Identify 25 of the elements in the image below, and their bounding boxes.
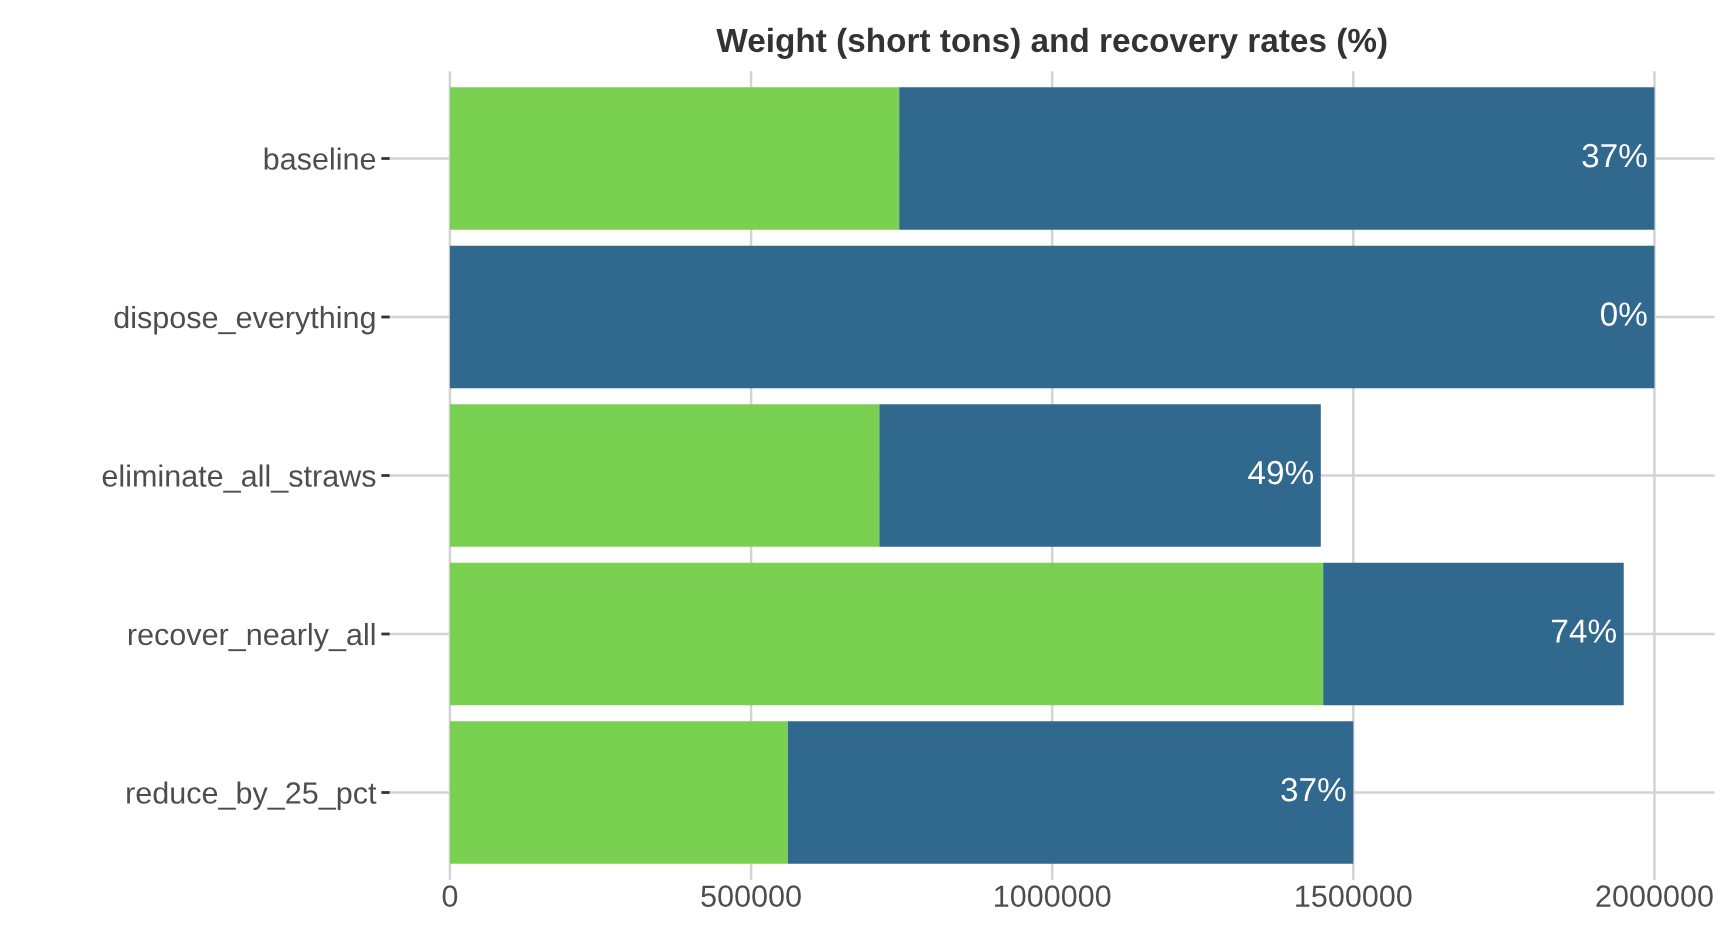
annotation: 0%	[1600, 302, 1647, 326]
x-tick-label: 2000000	[1596, 885, 1713, 907]
chart-title: Weight (short tons) and recovery rates (%)	[716, 27, 1387, 59]
y-tick-label: recover_nearly_all	[128, 622, 375, 652]
bar	[449, 562, 1324, 706]
y-tick-label: reduce_by_25_pct	[127, 781, 377, 810]
bar	[449, 245, 1655, 389]
bar	[449, 87, 900, 230]
x-tick-label: 500000	[701, 885, 801, 907]
bar	[879, 404, 1321, 547]
bar	[1323, 562, 1624, 706]
bar	[787, 721, 1354, 864]
x-tick-label: 1500000	[1296, 885, 1412, 907]
bar	[449, 721, 788, 864]
y-tick-label: baseline	[264, 147, 376, 170]
annotation: 37%	[1281, 777, 1346, 802]
annotation: 37%	[1582, 143, 1647, 168]
annotation: 49%	[1248, 460, 1313, 485]
x-tick-label: 0	[442, 885, 458, 907]
annotation: 74%	[1552, 619, 1616, 643]
y-tick-label: eliminate_all_straws	[102, 464, 376, 493]
bar	[899, 87, 1655, 230]
y-tick-label: dispose_everything	[114, 305, 375, 335]
x-tick-label: 1000000	[995, 885, 1111, 907]
bar	[449, 404, 880, 547]
